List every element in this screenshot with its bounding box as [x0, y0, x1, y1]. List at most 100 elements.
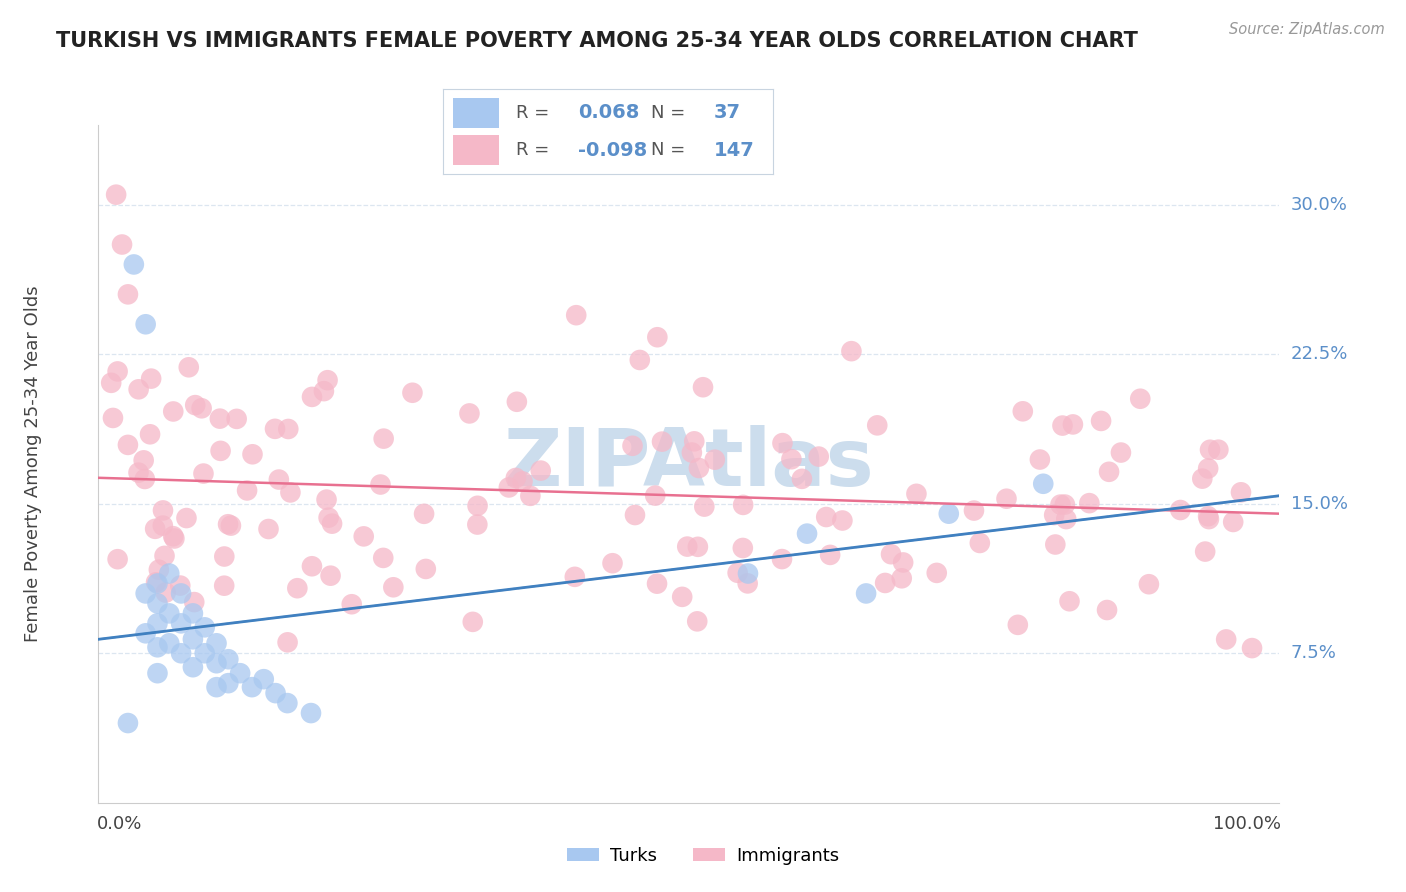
Point: [505, 471, 527, 485]
Text: 22.5%: 22.5%: [1291, 345, 1348, 363]
Point: [1007, 618, 1029, 632]
Text: 37: 37: [714, 103, 741, 122]
Text: R =: R =: [516, 104, 548, 122]
Point: [170, 586, 193, 600]
Point: [208, 411, 231, 425]
Point: [132, 453, 155, 467]
Point: [117, 438, 139, 452]
Point: [152, 518, 174, 533]
Point: [117, 716, 139, 731]
Point: [512, 475, 534, 489]
Point: [214, 549, 236, 564]
Point: [370, 477, 392, 491]
Point: [651, 434, 673, 449]
Point: [1043, 508, 1066, 522]
Point: [1049, 498, 1071, 512]
Point: [1194, 544, 1216, 558]
Point: [184, 398, 207, 412]
Point: [628, 353, 651, 368]
Point: [236, 483, 259, 498]
Point: [890, 571, 912, 585]
Point: [240, 680, 263, 694]
Point: [205, 680, 228, 694]
Text: R =: R =: [516, 141, 548, 159]
Point: [737, 576, 759, 591]
Point: [1137, 577, 1160, 591]
Point: [875, 576, 897, 591]
Point: [285, 581, 308, 595]
Point: [969, 536, 991, 550]
Point: [770, 552, 793, 566]
Point: [1230, 485, 1253, 500]
Point: [318, 510, 340, 524]
Point: [855, 586, 877, 600]
FancyBboxPatch shape: [453, 98, 499, 128]
Point: [315, 492, 337, 507]
Point: [146, 576, 169, 591]
Point: [146, 616, 169, 631]
Point: [676, 540, 699, 554]
Point: [1222, 515, 1244, 529]
Point: [1078, 496, 1101, 510]
Point: [467, 499, 489, 513]
Point: [624, 508, 647, 522]
Point: [621, 439, 644, 453]
Point: [321, 516, 343, 531]
Point: [194, 646, 217, 660]
Point: [506, 394, 529, 409]
Text: 30.0%: 30.0%: [1291, 195, 1347, 214]
Point: [565, 308, 588, 322]
Point: [264, 686, 287, 700]
Text: -0.098: -0.098: [578, 141, 648, 160]
Point: [373, 550, 395, 565]
Point: [181, 660, 204, 674]
Point: [1109, 445, 1132, 459]
Point: [1095, 603, 1118, 617]
Point: [818, 548, 841, 562]
Point: [891, 556, 914, 570]
Point: [645, 576, 668, 591]
Point: [688, 461, 710, 475]
Point: [212, 579, 235, 593]
Point: [157, 566, 180, 581]
Legend: Turks, Immigrants: Turks, Immigrants: [560, 840, 846, 872]
Point: [671, 590, 693, 604]
Point: [413, 507, 436, 521]
Point: [461, 615, 484, 629]
Point: [995, 491, 1018, 506]
Point: [181, 607, 204, 621]
Point: [401, 385, 423, 400]
Point: [731, 541, 754, 555]
Point: [205, 636, 228, 650]
Point: [815, 510, 838, 524]
Point: [176, 511, 198, 525]
Point: [415, 562, 437, 576]
Text: Female Poverty Among 25-34 Year Olds: Female Poverty Among 25-34 Year Olds: [24, 285, 42, 642]
Point: [530, 464, 553, 478]
Point: [1197, 509, 1219, 524]
Point: [141, 371, 163, 385]
Point: [681, 445, 703, 459]
Point: [727, 566, 749, 580]
Point: [280, 485, 302, 500]
Point: [276, 696, 298, 710]
Point: [217, 517, 239, 532]
Point: [498, 480, 520, 494]
Point: [219, 518, 242, 533]
Point: [312, 384, 335, 398]
Point: [157, 636, 180, 650]
Point: [831, 514, 853, 528]
Point: [128, 382, 150, 396]
Point: [925, 566, 948, 580]
Point: [1053, 498, 1076, 512]
Point: [1054, 512, 1077, 526]
Point: [107, 552, 129, 566]
Point: [135, 318, 157, 332]
Point: [183, 595, 205, 609]
Point: [807, 450, 830, 464]
Point: [267, 473, 290, 487]
Point: [146, 596, 169, 610]
Point: [602, 556, 624, 570]
Text: N =: N =: [651, 104, 685, 122]
Point: [153, 549, 176, 563]
